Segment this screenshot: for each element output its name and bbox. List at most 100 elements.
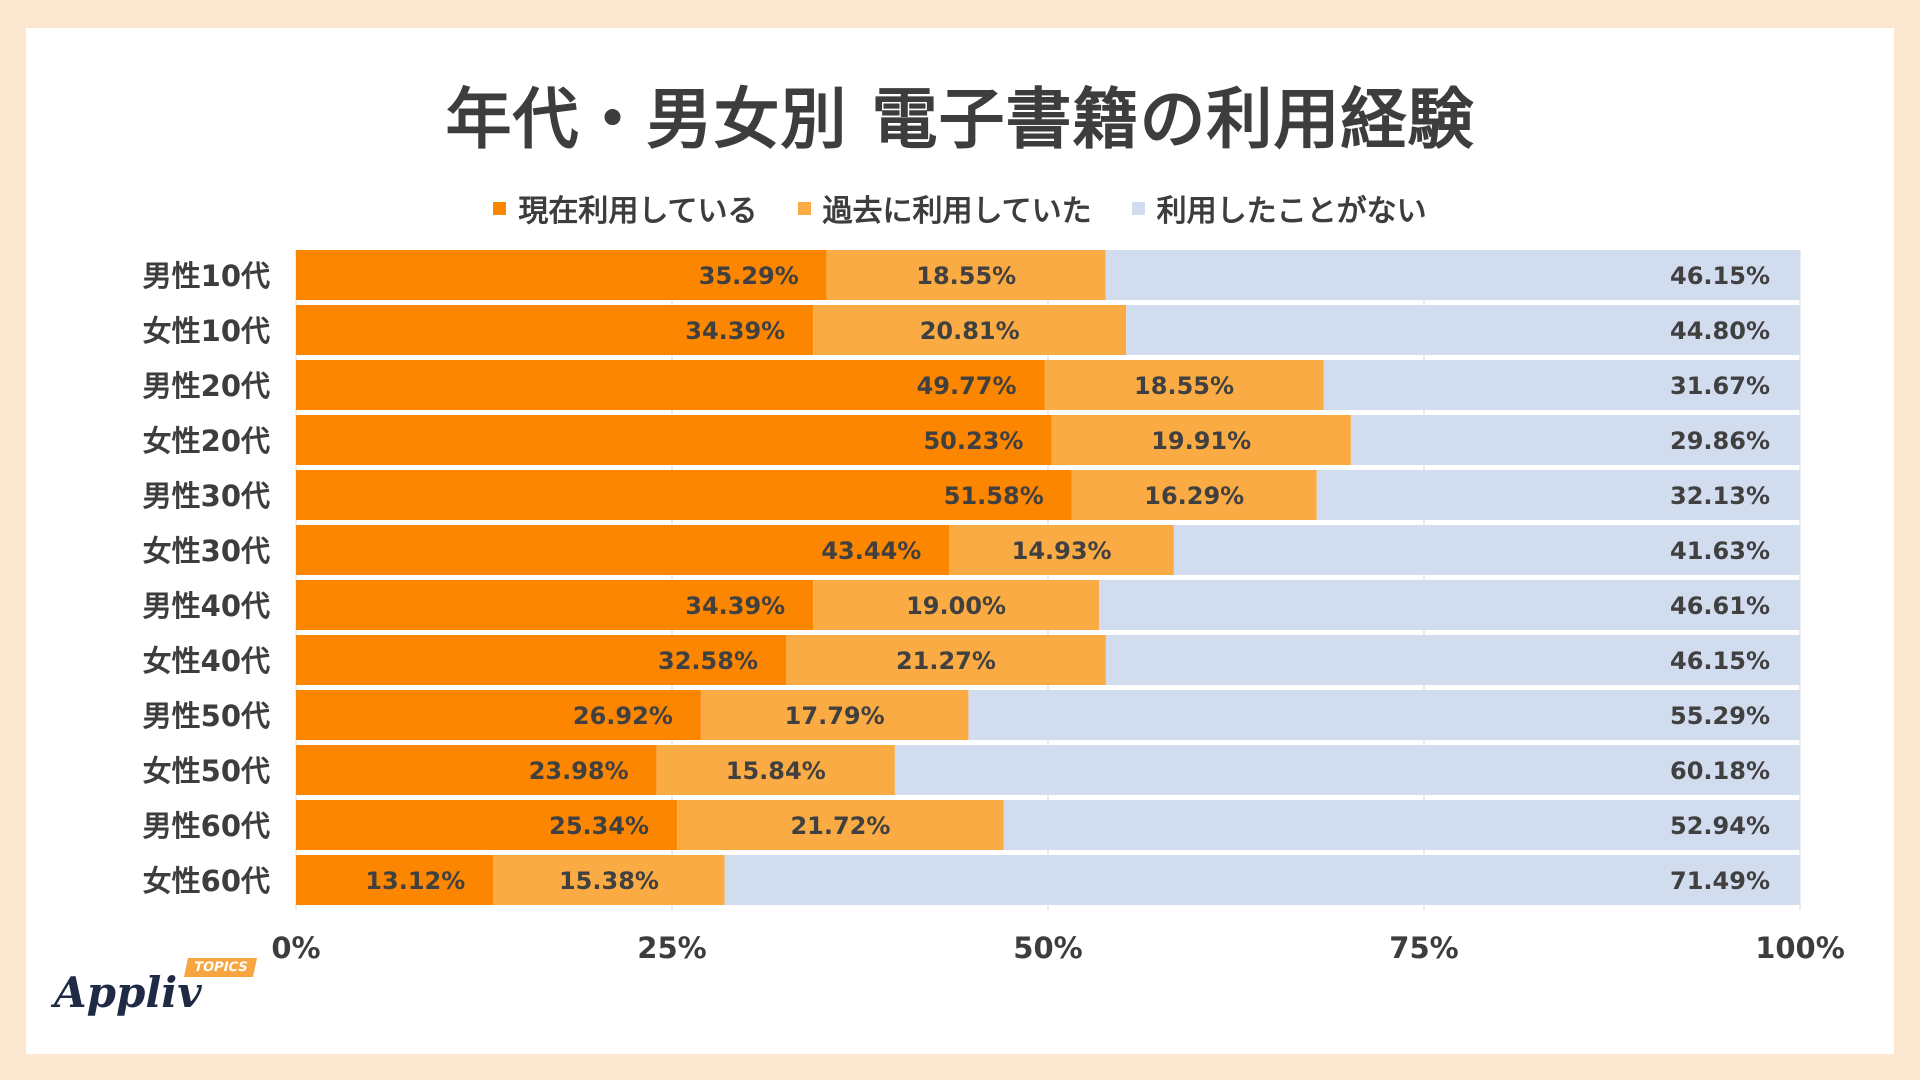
data-label: 25.34% xyxy=(549,812,649,840)
bar-segment xyxy=(296,855,494,905)
legend-item-past: 過去に利用していた xyxy=(797,186,1092,230)
x-tick-label: 100% xyxy=(1755,931,1845,965)
data-label: 18.55% xyxy=(916,262,1016,290)
data-label: 21.72% xyxy=(790,812,890,840)
data-label: 60.18% xyxy=(1670,757,1770,785)
bar-segment xyxy=(296,470,1072,520)
bar-segment xyxy=(296,360,1045,410)
logo-wordmark: Appliv xyxy=(54,968,202,1017)
bar-segment xyxy=(1098,580,1800,630)
data-label: 17.79% xyxy=(785,702,885,730)
data-label: 21.27% xyxy=(896,647,996,675)
legend: 現在利用している 過去に利用していた 利用したことがない xyxy=(0,186,1920,230)
category-label: 男性60代 xyxy=(143,809,270,843)
category-label: 女性30代 xyxy=(143,534,270,568)
bar-segment xyxy=(1051,415,1351,465)
data-label: 51.58% xyxy=(944,482,1044,510)
bar-segment xyxy=(700,690,969,740)
appliv-logo: Appliv TOPICS xyxy=(54,958,258,1017)
bar-segment xyxy=(894,745,1800,795)
category-label: 女性60代 xyxy=(143,864,270,898)
bar-segment xyxy=(296,580,814,630)
data-label: 19.00% xyxy=(906,592,1006,620)
data-label: 15.38% xyxy=(559,867,659,895)
data-label: 23.98% xyxy=(529,757,629,785)
data-label: 43.44% xyxy=(821,537,921,565)
data-label: 52.94% xyxy=(1670,812,1770,840)
data-label: 14.93% xyxy=(1012,537,1112,565)
data-label: 32.13% xyxy=(1670,482,1770,510)
data-label: 32.58% xyxy=(658,647,758,675)
data-label: 29.86% xyxy=(1670,427,1770,455)
page-title: 年代・男女別 電子書籍の利用経験 xyxy=(445,81,1475,158)
legend-label-past: 過去に利用していた xyxy=(822,194,1092,229)
x-tick-label: 0% xyxy=(271,931,320,965)
data-label: 26.92% xyxy=(573,702,673,730)
bar-segment xyxy=(968,690,1800,740)
bar-segment xyxy=(813,580,1099,630)
data-label: 50.23% xyxy=(923,427,1023,455)
legend-item-never: 利用したことがない xyxy=(1131,186,1427,230)
bar-segment xyxy=(1173,525,1800,575)
bar-segment xyxy=(1071,470,1317,520)
data-label: 18.55% xyxy=(1134,372,1234,400)
bar-segment xyxy=(813,305,1127,355)
bar-segment xyxy=(1126,305,1800,355)
bar-segment xyxy=(296,690,701,740)
category-label: 男性20代 xyxy=(143,369,270,403)
x-tick-label: 25% xyxy=(637,931,706,965)
bar-segment xyxy=(296,635,787,685)
category-label: 男性50代 xyxy=(143,699,270,733)
bar-segment xyxy=(296,800,678,850)
category-label: 女性20代 xyxy=(143,424,270,458)
legend-item-current: 現在利用している xyxy=(493,186,758,230)
x-tick-label: 50% xyxy=(1013,931,1082,965)
bar-segment xyxy=(296,525,950,575)
bar-segment xyxy=(949,525,1174,575)
legend-label-never: 利用したことがない xyxy=(1156,194,1427,229)
data-label: 46.61% xyxy=(1670,592,1770,620)
bar-segment xyxy=(826,250,1106,300)
category-label: 女性10代 xyxy=(143,314,270,348)
data-label: 41.63% xyxy=(1670,537,1770,565)
legend-swatch-never xyxy=(1131,201,1145,215)
x-tick-label: 75% xyxy=(1389,931,1458,965)
bar-segment xyxy=(493,855,725,905)
bar-segment xyxy=(1350,415,1800,465)
data-label: 44.80% xyxy=(1670,317,1770,345)
bar-segment xyxy=(1316,470,1800,520)
logo-badge: TOPICS xyxy=(183,958,258,977)
bar-segment xyxy=(786,635,1106,685)
bar-segment xyxy=(1105,635,1800,685)
data-label: 71.49% xyxy=(1670,867,1770,895)
legend-label-current: 現在利用している xyxy=(518,194,758,229)
category-label: 女性40代 xyxy=(143,644,270,678)
bar-segment xyxy=(1105,250,1800,300)
bar-segment xyxy=(296,250,827,300)
data-label: 19.91% xyxy=(1151,427,1251,455)
data-label: 16.29% xyxy=(1144,482,1244,510)
category-label: 男性30代 xyxy=(143,479,270,513)
data-label: 15.84% xyxy=(726,757,826,785)
category-label: 男性10代 xyxy=(143,259,270,293)
bar-segment xyxy=(1323,360,1800,410)
bar-segment xyxy=(296,305,814,355)
data-label: 46.15% xyxy=(1670,262,1770,290)
data-label: 49.77% xyxy=(917,372,1017,400)
data-label: 55.29% xyxy=(1670,702,1770,730)
legend-swatch-past xyxy=(797,201,811,215)
data-label: 31.67% xyxy=(1670,372,1770,400)
data-label: 34.39% xyxy=(685,592,785,620)
data-label: 34.39% xyxy=(685,317,785,345)
data-label: 35.29% xyxy=(699,262,799,290)
category-label: 男性40代 xyxy=(143,589,270,623)
legend-swatch-current xyxy=(493,201,507,215)
bar-segment xyxy=(677,800,1004,850)
bar-segment xyxy=(296,745,657,795)
category-label: 女性50代 xyxy=(143,754,270,788)
data-label: 46.15% xyxy=(1670,647,1770,675)
data-label: 20.81% xyxy=(920,317,1020,345)
bar-segment xyxy=(656,745,895,795)
bar-segment xyxy=(296,415,1052,465)
